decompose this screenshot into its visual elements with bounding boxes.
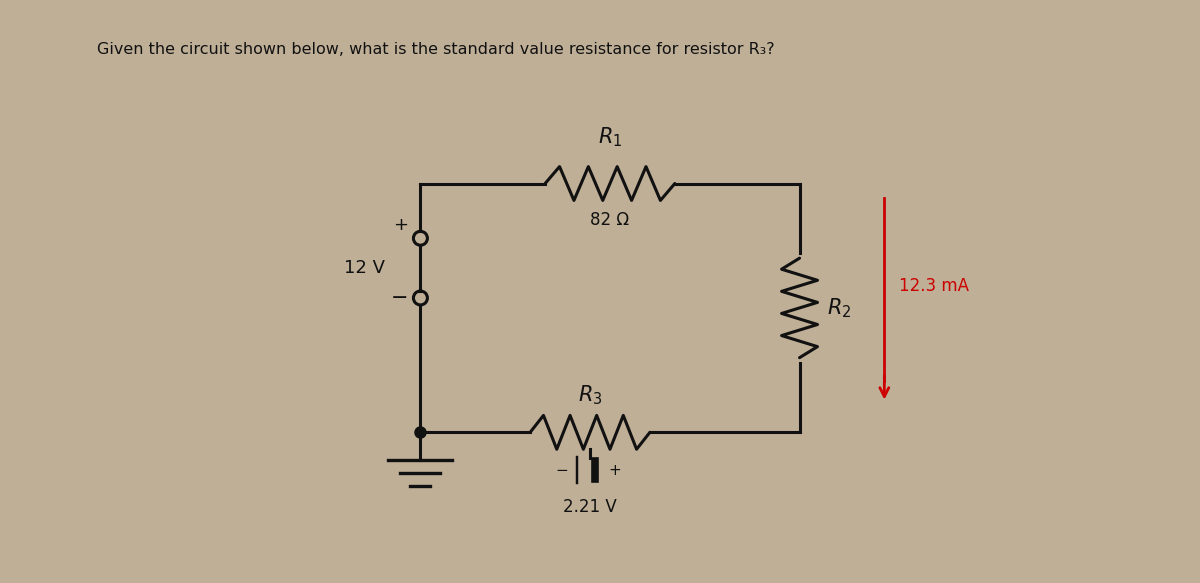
Text: 82 Ω: 82 Ω	[590, 212, 630, 229]
Text: Given the circuit shown below, what is the standard value resistance for resisto: Given the circuit shown below, what is t…	[97, 42, 775, 57]
Text: $R_2$: $R_2$	[828, 296, 852, 319]
Text: −: −	[556, 463, 568, 477]
Text: −: −	[391, 288, 408, 308]
Text: $R_3$: $R_3$	[577, 384, 602, 408]
Text: $R_1$: $R_1$	[598, 125, 622, 149]
Text: 12.3 mA: 12.3 mA	[899, 276, 970, 294]
Text: +: +	[394, 216, 408, 234]
Text: 2.21 V: 2.21 V	[563, 498, 617, 516]
Text: 12 V: 12 V	[344, 259, 385, 277]
Text: +: +	[608, 463, 620, 477]
